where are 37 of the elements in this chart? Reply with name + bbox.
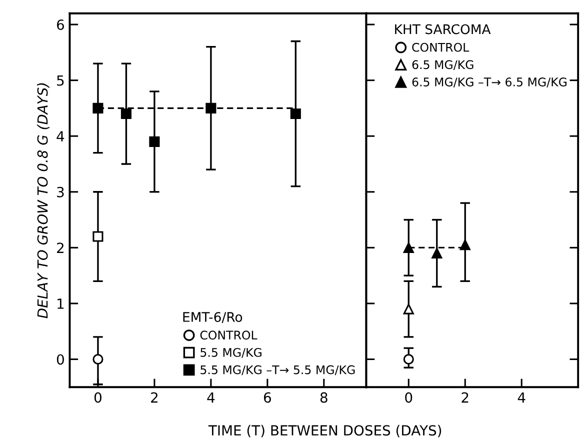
point — [460, 240, 470, 250]
x-tick-label: 0 — [405, 392, 412, 403]
x-tick-label: 8 — [320, 392, 328, 403]
point — [92, 231, 104, 242]
point — [290, 108, 301, 120]
point — [92, 102, 104, 114]
y-tick-label: 4 — [56, 131, 64, 142]
point — [432, 248, 442, 259]
x-tick-label: 4 — [207, 392, 215, 403]
x-axis-title: TIME (T) BETWEEN DOSES (DAYS) — [208, 424, 442, 438]
legend-label: 5.5 MG/KG — [200, 348, 262, 358]
point — [92, 354, 104, 365]
y-tick-label: 6 — [56, 19, 64, 30]
x-tick-label: 2 — [462, 392, 468, 403]
x-tick-label: 2 — [151, 392, 158, 403]
y-tick-label: 5 — [57, 75, 64, 86]
legend-label: CONTROL — [200, 330, 258, 340]
x-tick-label: 4 — [518, 392, 526, 403]
point — [403, 354, 414, 365]
y-tick-label: 1 — [58, 298, 64, 309]
point — [206, 102, 216, 114]
legend-label: 6.5 MG/KG –T→ 6.5 MG/KG — [412, 78, 567, 88]
y-tick-label: 0 — [56, 354, 64, 365]
legend-title: EMT-6/Ro — [183, 312, 242, 324]
legend-label: CONTROL — [412, 42, 470, 52]
y-tick-label: 2 — [57, 242, 64, 253]
y-axis-title: DELAY TO GROW TO 0.8 G (DAYS) — [37, 83, 50, 318]
legend-label: 6.5 MG/KG — [412, 60, 474, 70]
legend-label: 5.5 MG/KG –T→ 5.5 MG/KG — [200, 365, 355, 376]
legend-title: KHT SARCOMA — [395, 24, 491, 34]
point — [403, 242, 414, 253]
point — [403, 304, 414, 314]
y-tick-label: 3 — [57, 186, 64, 198]
x-tick-label: 6 — [264, 392, 271, 403]
point — [149, 136, 160, 147]
x-tick-label: 0 — [94, 392, 102, 403]
point — [120, 108, 132, 120]
